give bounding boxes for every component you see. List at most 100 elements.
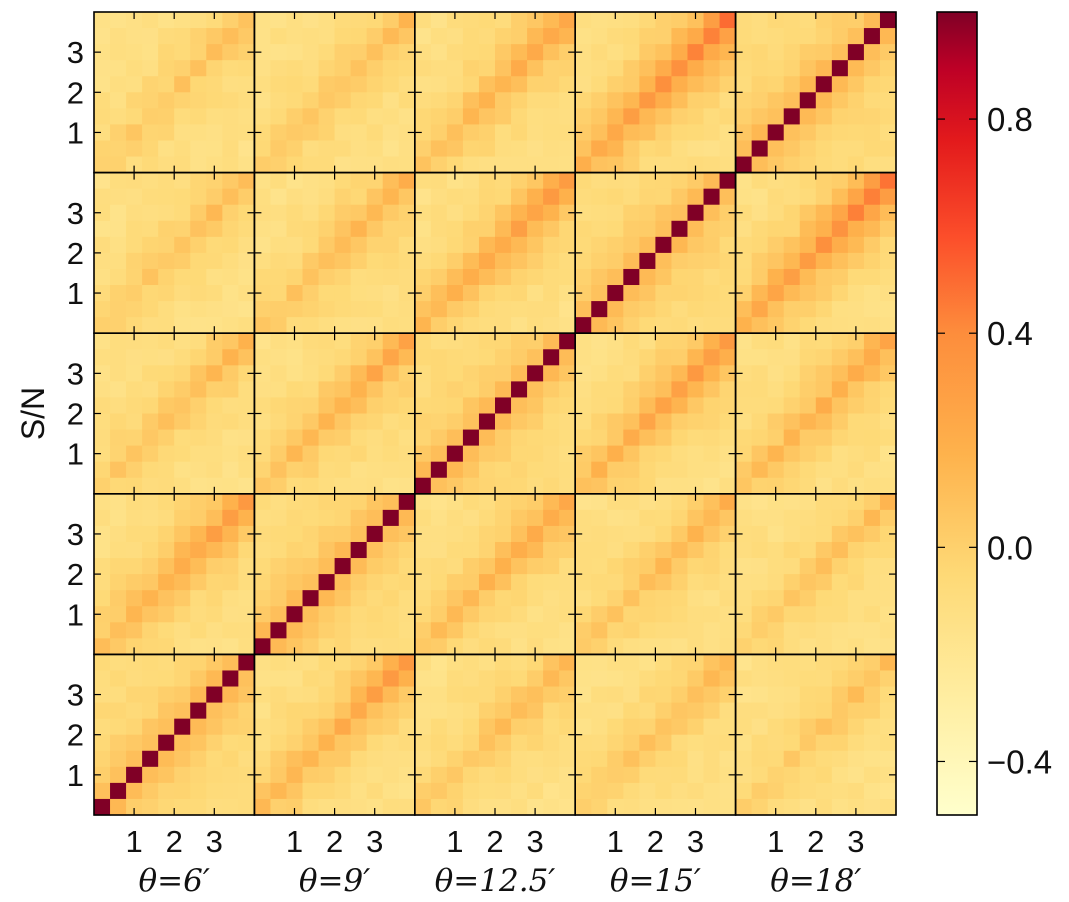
heatmap-cell <box>222 558 239 575</box>
heatmap-cell <box>414 477 432 495</box>
heatmap-cell <box>783 28 801 45</box>
heatmap-cell <box>543 108 560 126</box>
heatmap-cell <box>511 606 528 623</box>
heatmap-cell <box>238 76 255 93</box>
heatmap-cell <box>126 477 143 495</box>
heatmap-cell <box>142 429 159 447</box>
heatmap-cell <box>302 670 320 688</box>
heatmap-cell <box>783 525 801 543</box>
heatmap-cell <box>414 397 432 415</box>
heatmap-cell <box>206 750 223 768</box>
heatmap-cell <box>430 429 448 447</box>
block-label: θ=9′ <box>299 863 370 899</box>
heatmap-cell <box>174 301 191 318</box>
heatmap-cell <box>687 268 705 286</box>
heatmap-cell <box>527 381 544 399</box>
heatmap-cell <box>735 638 753 655</box>
heatmap-cell <box>591 188 608 206</box>
heatmap-cell <box>543 220 560 238</box>
heatmap-cell <box>286 558 304 575</box>
heatmap-cell <box>414 622 432 639</box>
heatmap-cell <box>190 333 207 350</box>
heatmap-cell <box>478 140 496 158</box>
heatmap-cell <box>559 525 576 543</box>
heatmap-cell <box>687 365 705 382</box>
heatmap-cell <box>190 381 207 399</box>
heatmap-cell <box>495 172 512 190</box>
heatmap-cell <box>671 718 689 736</box>
heatmap-cell <box>462 766 480 784</box>
heatmap-cell <box>655 236 673 254</box>
heatmap-cell <box>879 252 897 270</box>
heatmap-cell <box>799 44 817 61</box>
heatmap-cell <box>607 638 624 655</box>
heatmap-cell <box>719 622 737 639</box>
heatmap-cell <box>110 766 127 784</box>
heatmap-cell <box>94 301 111 318</box>
heatmap-cell <box>126 686 143 704</box>
heatmap-cell <box>783 654 801 672</box>
heatmap-cell <box>238 28 255 45</box>
heatmap-cell <box>863 734 881 752</box>
heatmap-cell <box>462 172 480 190</box>
heatmap-cell <box>607 397 624 415</box>
heatmap-cell <box>543 461 560 479</box>
heatmap-cell <box>847 541 865 559</box>
heatmap-cell <box>495 782 512 800</box>
heatmap-cell <box>847 606 865 623</box>
heatmap-cell <box>270 702 288 720</box>
heatmap-cell <box>783 782 801 800</box>
heatmap-cell <box>735 204 753 222</box>
heatmap-cell <box>495 622 512 639</box>
heatmap-cell <box>110 92 127 109</box>
heatmap-cell <box>751 268 769 286</box>
heatmap-cell <box>735 525 753 543</box>
heatmap-cell <box>527 28 544 45</box>
heatmap-cell <box>735 541 753 559</box>
heatmap-cell <box>382 60 400 77</box>
heatmap-cell <box>238 156 255 174</box>
heatmap-cell <box>703 108 721 126</box>
heatmap-cell <box>703 365 721 382</box>
heatmap-cell <box>334 445 352 463</box>
heatmap-cell <box>430 590 448 607</box>
heatmap-cell <box>94 365 111 382</box>
heatmap-cell <box>158 349 175 366</box>
heatmap-cell <box>687 798 705 816</box>
heatmap-cell <box>559 12 576 29</box>
heatmap-cell <box>222 156 239 174</box>
heatmap-cell <box>623 268 640 286</box>
heatmap-cell <box>414 734 432 752</box>
heatmap-cell <box>238 140 255 158</box>
heatmap-cell <box>302 734 320 752</box>
heatmap-cell <box>142 541 159 559</box>
heatmap-cell <box>206 638 223 655</box>
heatmap-cell <box>847 317 865 334</box>
heatmap-cell <box>591 301 608 318</box>
heatmap-cell <box>767 622 785 639</box>
heatmap-cell <box>462 606 480 623</box>
heatmap-cell <box>575 268 592 286</box>
heatmap-cell <box>318 285 336 302</box>
heatmap-cell <box>478 12 496 29</box>
heatmap-cell <box>719 365 737 382</box>
heatmap-cell <box>815 638 833 655</box>
heatmap-cell <box>639 220 656 238</box>
heatmap-cell <box>767 108 785 126</box>
heatmap-cell <box>719 718 737 736</box>
heatmap-cell <box>302 638 320 655</box>
heatmap-cell <box>703 236 721 254</box>
heatmap-cell <box>623 782 640 800</box>
heatmap-cell <box>462 204 480 222</box>
heatmap-cell <box>446 60 464 77</box>
heatmap-cell <box>543 429 560 447</box>
heatmap-cell <box>190 686 207 704</box>
heatmap-cell <box>655 509 673 527</box>
heatmap-cell <box>430 670 448 688</box>
heatmap-cell <box>398 734 416 752</box>
heatmap-cell <box>799 28 817 45</box>
heatmap-cell <box>350 365 368 382</box>
heatmap-cell <box>110 509 127 527</box>
heatmap-cell <box>206 349 223 366</box>
heatmap-cell <box>158 413 175 431</box>
